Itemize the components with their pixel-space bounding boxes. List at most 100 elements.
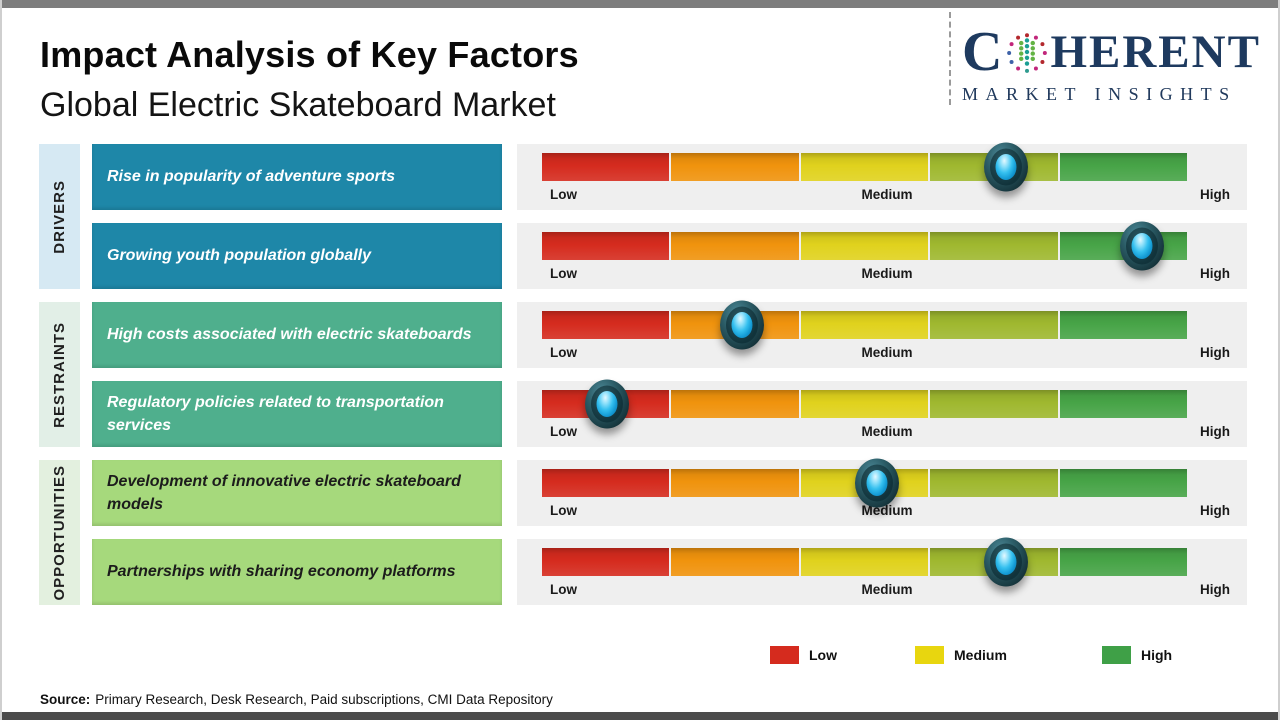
scale-segment-4 bbox=[930, 311, 1058, 339]
factor-row: Development of innovative electric skate… bbox=[92, 458, 1247, 526]
scale-label-medium: Medium bbox=[861, 582, 913, 597]
scale-labels: Low Medium High bbox=[542, 339, 1230, 365]
logo-tagline: MARKET INSIGHTS bbox=[962, 84, 1237, 104]
page-title: Impact Analysis of Key Factors bbox=[40, 34, 579, 75]
scale-segment-5 bbox=[1059, 469, 1188, 497]
factor-box: Regulatory policies related to transport… bbox=[92, 381, 502, 447]
scale-label-high: High bbox=[1200, 345, 1230, 360]
logo-letters-herent: HERENT bbox=[1050, 25, 1261, 78]
coherent-market-insights-logo: C HERENT M bbox=[962, 24, 1261, 105]
impact-scale-bar bbox=[542, 537, 1188, 587]
scale-label-medium: Medium bbox=[861, 266, 913, 281]
scale-segment-4 bbox=[930, 232, 1058, 260]
source-line: Source: Primary Research, Desk Research, … bbox=[40, 692, 553, 707]
scale-label-high: High bbox=[1200, 503, 1230, 518]
legend-item-low: Low bbox=[770, 646, 837, 664]
scale-label-high: High bbox=[1200, 582, 1230, 597]
factor-text: Development of innovative electric skate… bbox=[107, 472, 461, 513]
legend-swatch-medium-icon bbox=[915, 646, 944, 664]
impact-marker-core bbox=[1131, 232, 1153, 259]
impact-marker bbox=[984, 142, 1029, 192]
scale-segment-1 bbox=[542, 469, 670, 497]
impact-scale-bar bbox=[542, 142, 1188, 192]
category-strip-opportunities: OPPORTUNITIES bbox=[39, 460, 80, 605]
category-strip-restraints: RESTRAINTS bbox=[39, 302, 80, 447]
impact-scale-panel: Low Medium High bbox=[517, 142, 1247, 210]
factor-box: High costs associated with electric skat… bbox=[92, 302, 502, 368]
scale-segment-4 bbox=[930, 469, 1058, 497]
scale-segment-1 bbox=[542, 232, 670, 260]
legend-item-medium: Medium bbox=[915, 646, 1007, 664]
impact-scale-bar bbox=[542, 221, 1188, 271]
scale-label-low: Low bbox=[550, 424, 577, 439]
logo-letter-c: C bbox=[962, 21, 1005, 83]
factor-row: Rise in popularity of adventure sports Lo… bbox=[92, 142, 1247, 210]
scale-segment-5 bbox=[1059, 153, 1188, 181]
impact-marker-core bbox=[596, 390, 617, 417]
top-border-strip bbox=[2, 0, 1278, 8]
legend-label-low: Low bbox=[809, 647, 837, 663]
scale-segment-1 bbox=[542, 548, 670, 576]
scale-segment-5 bbox=[1059, 390, 1188, 418]
scale-labels: Low Medium High bbox=[542, 181, 1230, 207]
impact-marker-core bbox=[866, 469, 888, 496]
page-subtitle: Global Electric Skateboard Market bbox=[40, 86, 556, 124]
impact-marker bbox=[855, 458, 900, 508]
scale-segment-3 bbox=[800, 548, 929, 576]
legend-swatch-low-icon bbox=[770, 646, 799, 664]
scale-segment-5 bbox=[1059, 548, 1188, 576]
factor-text: Regulatory policies related to transport… bbox=[107, 393, 444, 434]
category-label-drivers: DRIVERS bbox=[51, 179, 68, 254]
legend: Low Medium High bbox=[770, 646, 1240, 668]
factor-row: Partnerships with sharing economy platfo… bbox=[92, 537, 1247, 605]
scale-segment-3 bbox=[800, 390, 929, 418]
scale-label-low: Low bbox=[550, 266, 577, 281]
impact-scale-panel: Low Medium High bbox=[517, 458, 1247, 526]
impact-scale-bar bbox=[542, 300, 1188, 350]
logo-globe-icon bbox=[1006, 31, 1048, 73]
impact-marker bbox=[584, 379, 629, 429]
scale-segment-3 bbox=[800, 153, 929, 181]
category-label-opportunities: OPPORTUNITIES bbox=[51, 464, 68, 601]
scale-segment-2 bbox=[671, 153, 799, 181]
scale-segment-4 bbox=[930, 390, 1058, 418]
impact-marker bbox=[1119, 221, 1164, 271]
impact-scale-panel: Low Medium High bbox=[517, 300, 1247, 368]
scale-segment-5 bbox=[1059, 311, 1188, 339]
scale-label-medium: Medium bbox=[861, 187, 913, 202]
source-label: Source: bbox=[40, 692, 91, 707]
scale-segment-2 bbox=[671, 469, 799, 497]
impact-scale-bar bbox=[542, 458, 1188, 508]
impact-marker bbox=[984, 537, 1029, 587]
impact-scale-panel: Low Medium High bbox=[517, 537, 1247, 605]
impact-marker bbox=[719, 300, 764, 350]
category-label-restraints: RESTRAINTS bbox=[51, 321, 68, 428]
scale-label-medium: Medium bbox=[861, 424, 913, 439]
factor-text: Partnerships with sharing economy platfo… bbox=[107, 563, 456, 581]
factor-text: Rise in popularity of adventure sports bbox=[107, 168, 396, 186]
bottom-border-strip bbox=[2, 712, 1278, 720]
logo-wordmark: C HERENT bbox=[962, 24, 1261, 80]
impact-marker-core bbox=[731, 311, 753, 338]
impact-marker-core bbox=[995, 548, 1017, 575]
scale-segment-2 bbox=[671, 232, 799, 260]
impact-scale-panel: Low Medium High bbox=[517, 221, 1247, 289]
scale-labels: Low Medium High bbox=[542, 260, 1230, 286]
scale-label-low: Low bbox=[550, 582, 577, 597]
factor-row: Growing youth population globally Low Medi… bbox=[92, 221, 1247, 289]
legend-swatch-high-icon bbox=[1102, 646, 1131, 664]
scale-segment-3 bbox=[800, 232, 929, 260]
factor-box: Growing youth population globally bbox=[92, 223, 502, 289]
source-text: Primary Research, Desk Research, Paid su… bbox=[95, 692, 553, 707]
factor-box: Development of innovative electric skate… bbox=[92, 460, 502, 526]
factor-box: Rise in popularity of adventure sports bbox=[92, 144, 502, 210]
scale-label-medium: Medium bbox=[861, 345, 913, 360]
factor-text: Growing youth population globally bbox=[107, 247, 371, 265]
legend-label-high: High bbox=[1141, 647, 1173, 663]
legend-label-medium: Medium bbox=[954, 647, 1007, 663]
scale-label-high: High bbox=[1200, 187, 1230, 202]
category-strip-drivers: DRIVERS bbox=[39, 144, 80, 289]
group-restraints: RESTRAINTS High costs associated with ele… bbox=[39, 300, 1247, 447]
group-opportunities: OPPORTUNITIES Development of innovative e… bbox=[39, 458, 1247, 605]
